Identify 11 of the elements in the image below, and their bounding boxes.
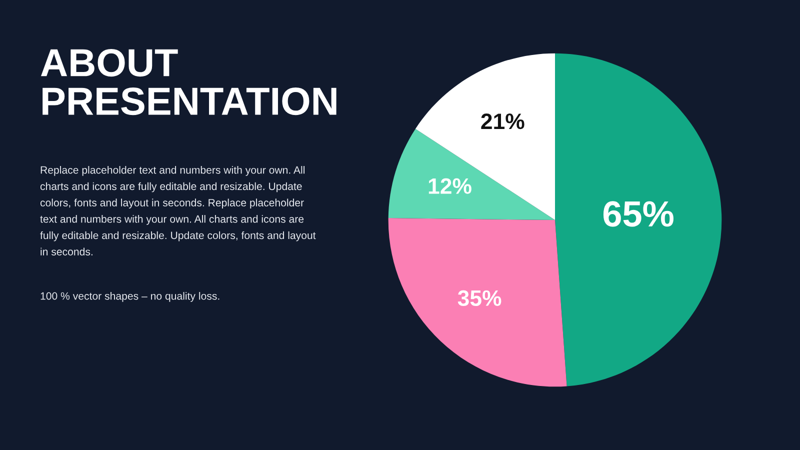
chart-title: ABOUT PRESENTATION bbox=[40, 49, 336, 116]
pie-slice bbox=[388, 218, 567, 387]
data-label: 21% bbox=[481, 113, 524, 130]
data-label: 12% bbox=[428, 178, 472, 194]
data-label: 35% bbox=[458, 290, 502, 306]
pie-slice bbox=[388, 128, 555, 220]
pie-slice bbox=[555, 53, 722, 386]
text: 100 % vector shapes – no quality loss. bbox=[40, 292, 220, 302]
data-label: 65% bbox=[603, 201, 674, 227]
pie-slice bbox=[415, 53, 555, 220]
text: Replace placeholder text and numbers with your own. All charts and icons are fully editable and resizable. Update colors, fonts and layout in seconds. Replace placeholder text and numbers with your own. All charts and icons are fully editable and resizable. Update colors, fonts and layout in seconds. bbox=[40, 166, 316, 256]
